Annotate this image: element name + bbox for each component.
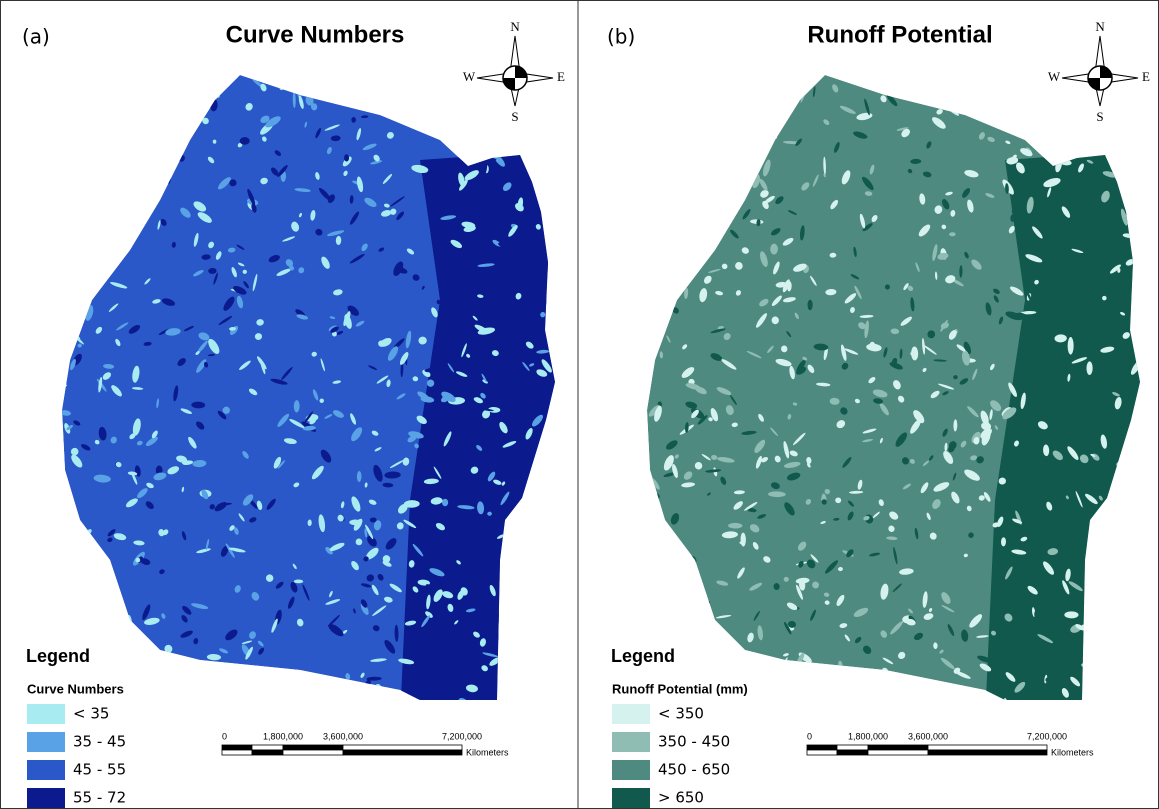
scale-seg [837,745,868,750]
legend-swatch [612,788,650,808]
map-patch [442,499,448,507]
legend-label: 350 - 450 [658,733,730,751]
map-patch [459,382,464,395]
scale-seg [928,750,1047,755]
scale-label: 3,600,000 [323,731,363,741]
scale-seg [837,750,868,755]
legend-label: 35 - 45 [73,733,126,751]
legend-label: 450 - 650 [658,761,730,779]
scale-seg [928,745,1047,750]
legend-swatch [27,760,65,780]
page: (a) Curve Numbers N S E W Legend Curve Numbers <… [0,0,1159,809]
legend-title: Legend [26,646,90,666]
compass-e: E [1142,69,1150,84]
legend-subtitle: Runoff Potential (mm) [612,681,748,696]
scale-label: 1,800,000 [263,731,303,741]
compass-n: N [1095,19,1105,34]
legend-swatch [612,760,650,780]
panel-label: (b) [607,25,635,49]
scale-seg [222,750,252,755]
scale-unit: Kilometers [1051,747,1094,757]
legend-swatch [612,732,650,752]
scale-seg [807,745,837,750]
panel-title: Curve Numbers [226,21,405,48]
scale-seg [222,745,252,750]
scale-label: 0 [807,731,812,741]
scale-seg [252,745,283,750]
compass-w: W [463,69,476,84]
legend-label: > 650 [658,789,704,807]
scale-seg [283,750,343,755]
map-patch [1064,611,1078,618]
legend-swatch [27,788,65,808]
compass-n: N [510,19,520,34]
scale-seg [252,750,283,755]
legend-title: Legend [611,646,675,666]
compass-w: W [1048,69,1061,84]
scale-label: 3,600,000 [908,731,948,741]
panel-title: Runoff Potential [807,21,992,48]
scale-label: 7,200,000 [1027,731,1067,741]
map-patch [294,580,304,584]
scale-label: 1,800,000 [848,731,888,741]
panel-label: (a) [22,25,50,49]
scale-seg [343,745,462,750]
legend-label: 45 - 55 [73,761,126,779]
compass-e: E [557,69,565,84]
scale-unit: Kilometers [466,747,509,757]
legend-swatch [27,704,65,724]
scale-label: 7,200,000 [442,731,482,741]
legend-label: < 350 [658,705,704,723]
legend-label: 55 - 72 [73,789,126,807]
scale-seg [868,745,928,750]
scale-seg [343,750,462,755]
compass-s: S [1096,109,1103,124]
legend-label: < 35 [73,705,109,723]
compass-s: S [511,109,518,124]
figure: (a) Curve Numbers N S E W Legend Curve Numbers <… [0,0,1159,809]
scale-seg [283,745,343,750]
legend-subtitle: Curve Numbers [27,681,124,696]
legend-swatch [612,704,650,724]
legend-swatch [27,732,65,752]
scale-seg [868,750,928,755]
map-patch [1068,337,1074,355]
scale-seg [807,750,837,755]
scale-label: 0 [222,731,227,741]
